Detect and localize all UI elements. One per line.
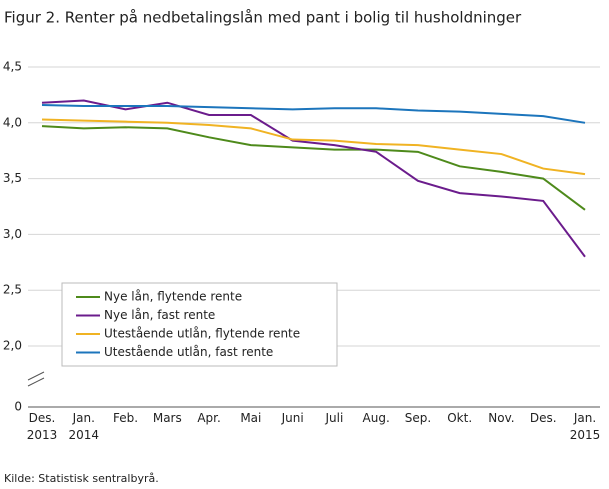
legend-box [61,282,338,367]
x-tick-label: Okt. [447,411,473,425]
legend-label: Utestående utlån, flytende rente [104,327,300,341]
series-line [41,103,586,124]
legend-label: Nye lån, flytende rente [104,290,242,304]
x-tick-label: Apr. [197,411,221,425]
series-line [41,99,586,258]
y-tick-label: 4,5 [3,60,22,74]
x-tick-label: Juni [281,411,304,425]
legend-label: Nye lån, fast rente [104,308,215,322]
source: Kilde: Statistisk sentralbyrå. [4,472,159,485]
y-tick-label: 4,0 [3,115,22,129]
x-tick-label: Mars [152,411,182,425]
x-tick-label: Nov. [488,411,515,425]
chart-title: Figur 2. Renter på nedbetalingslån med p… [4,9,522,27]
y-tick-label: 3,5 [3,171,22,185]
series-line [41,125,586,211]
axis-break [27,371,45,387]
x-tick-label: Mai [240,411,262,425]
y-tick-label: 3,0 [3,227,22,241]
y-tick-label: 2,5 [3,283,22,297]
x-tick-label: Des. 2013 [26,411,58,442]
legend: Nye lån, flytende rente Nye lån, fast ren… [61,282,338,367]
x-tick-label: Juli [325,411,344,425]
x-tick-label: Aug. [362,411,390,425]
legend-label: Utestående utlån, fast rente [104,345,273,359]
x-tick-label: Jan. 2014 [68,411,100,442]
y-tick-label: 0 [14,400,22,414]
x-tick-label: Sep. [404,411,432,425]
series-line [41,118,586,176]
x-tick-label: Feb. [113,411,139,425]
x-tick-label: Des. [529,411,557,425]
x-tick-label: Jan. 2015 [569,411,601,442]
y-tick-label: 2,0 [3,339,22,353]
